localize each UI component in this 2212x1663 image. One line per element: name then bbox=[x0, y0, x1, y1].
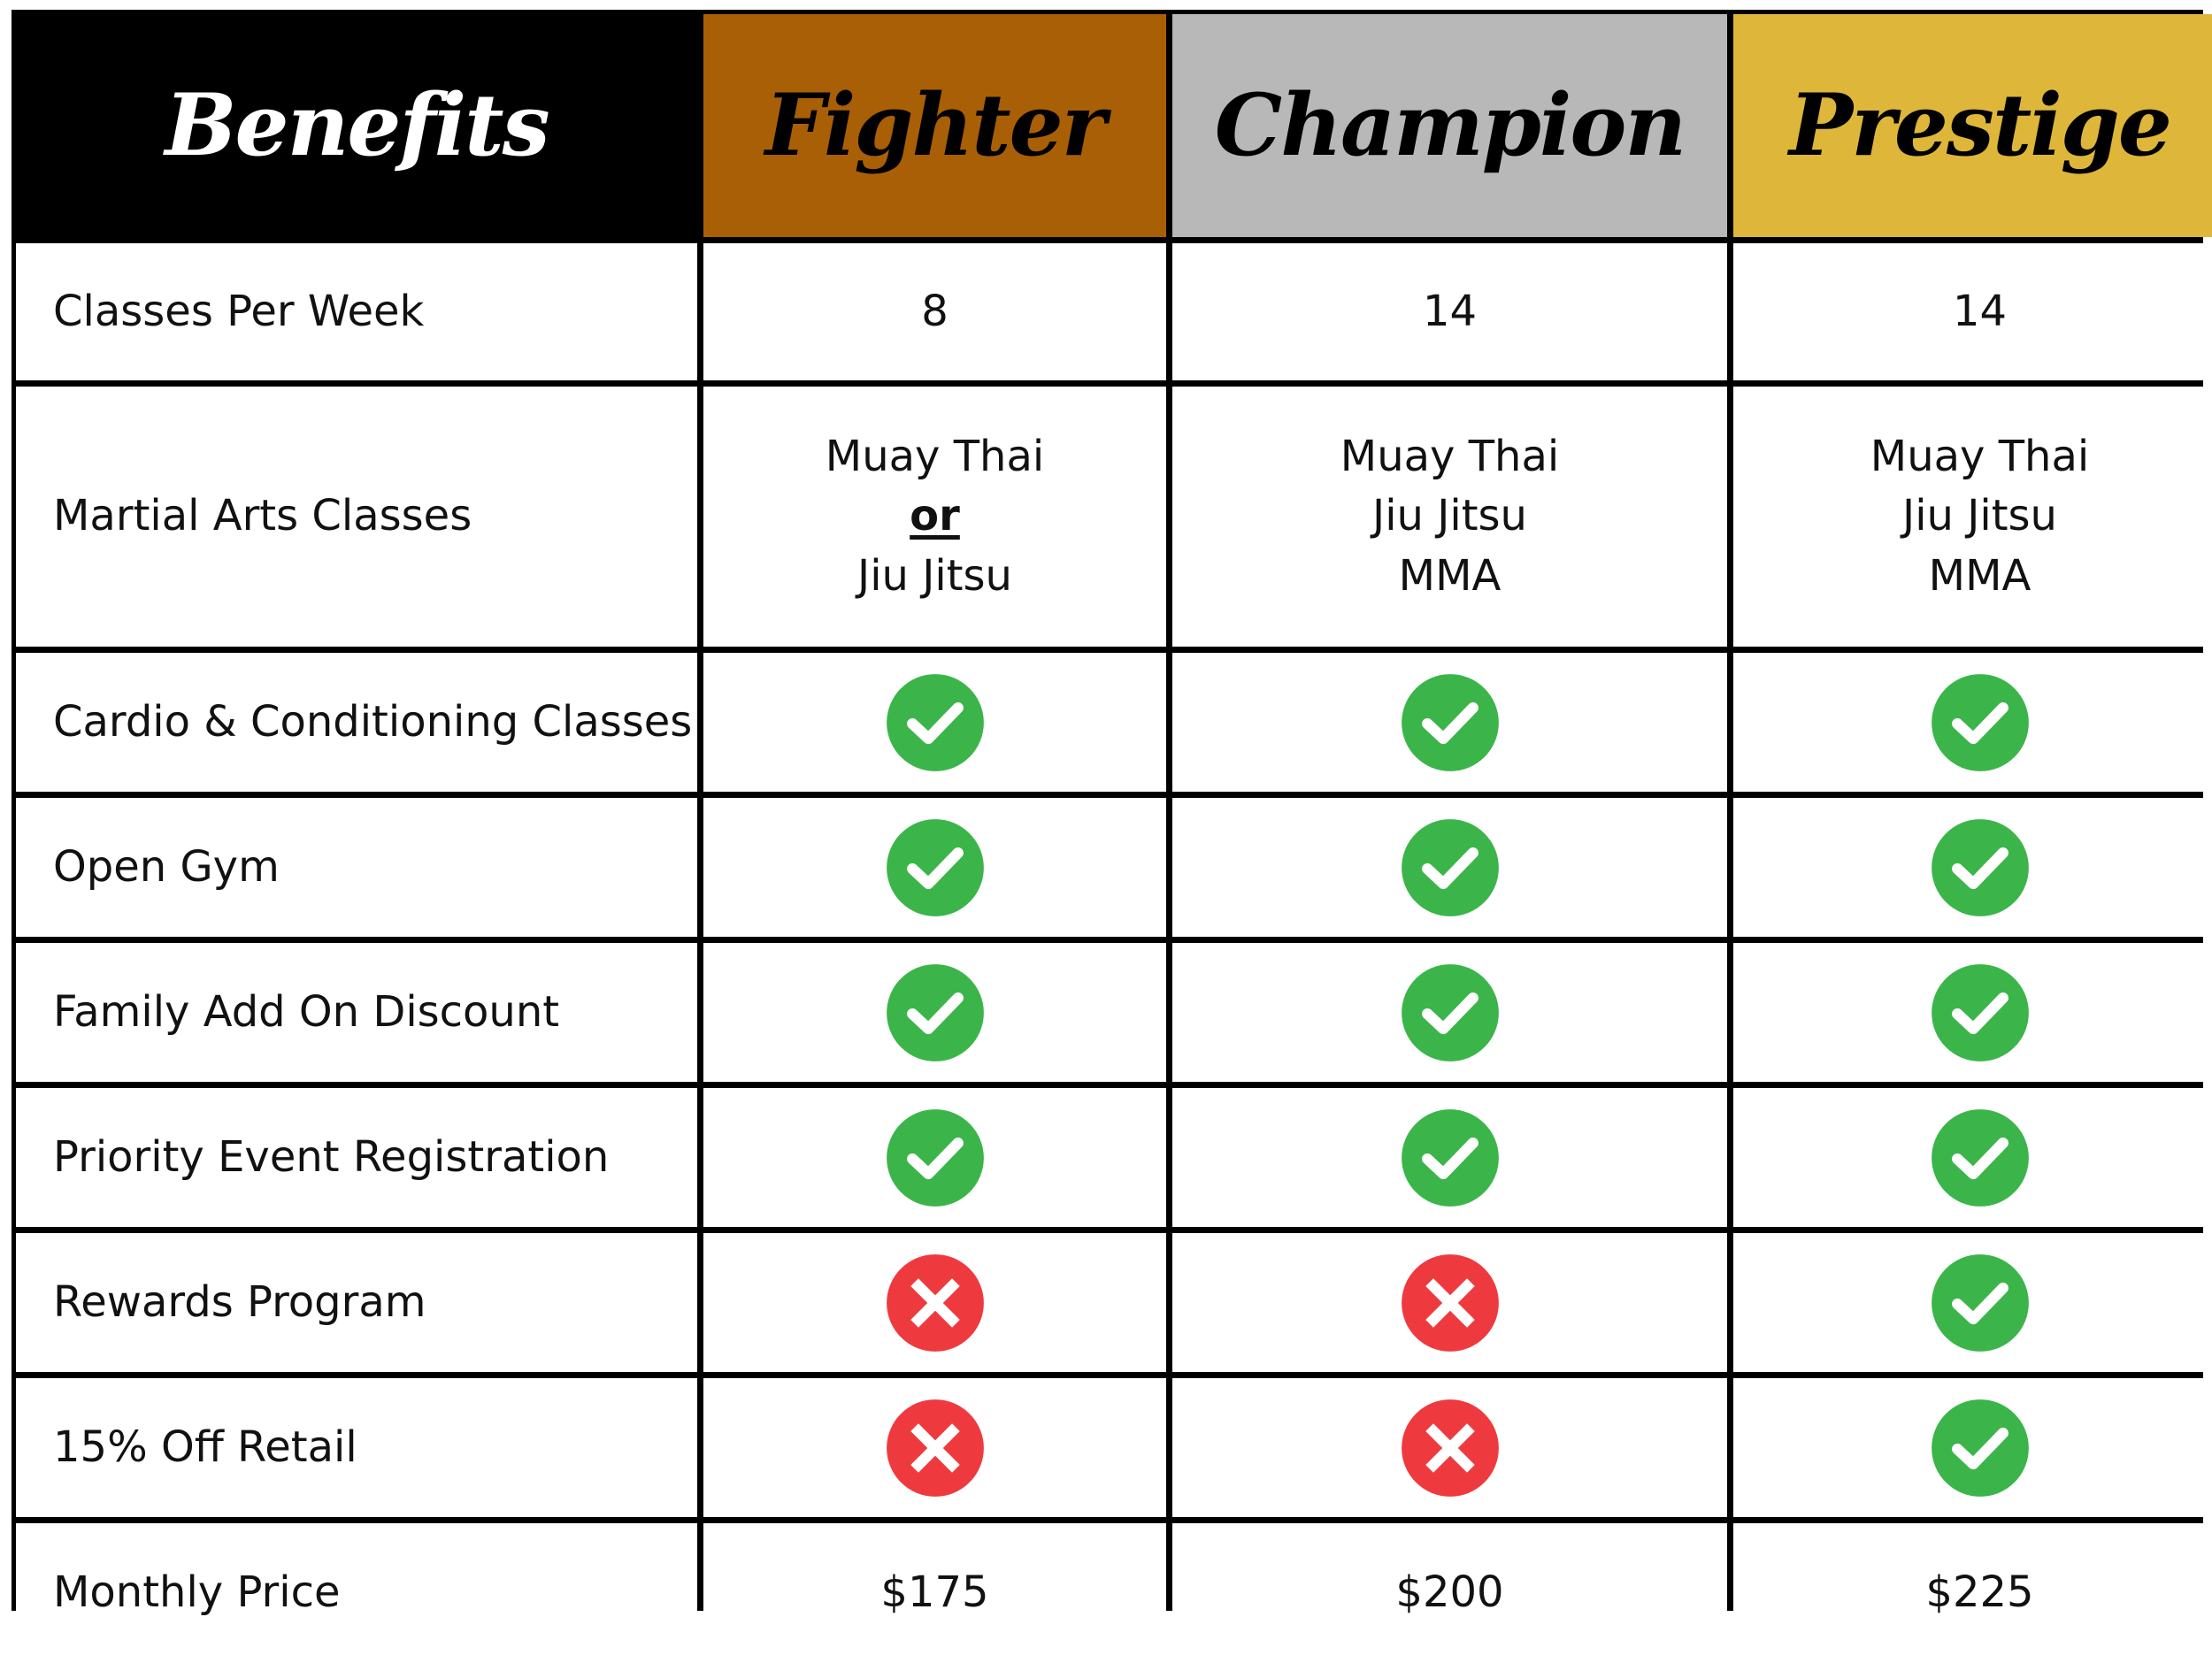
check-icon bbox=[1401, 818, 1499, 916]
martial-arts-champion-line3: MMA bbox=[1398, 550, 1502, 601]
family-discount-fighter bbox=[703, 943, 1166, 1082]
martial-arts-fighter-line1: Muay Thai bbox=[825, 432, 1045, 482]
cross-icon bbox=[1401, 1399, 1499, 1497]
price-prestige: $225 bbox=[1733, 1523, 2212, 1663]
row-label-cardio-conditioning: Cardio & Conditioning Classes bbox=[16, 653, 697, 792]
price-fighter: $175 bbox=[703, 1523, 1166, 1663]
priority-event-fighter bbox=[703, 1088, 1166, 1227]
rewards-fighter bbox=[703, 1233, 1166, 1372]
martial-arts-champion-line2: Jiu Jitsu bbox=[1372, 491, 1527, 541]
family-discount-prestige bbox=[1733, 943, 2212, 1082]
rewards-prestige bbox=[1733, 1233, 2212, 1372]
classes-per-week-fighter: 8 bbox=[703, 243, 1166, 380]
row-label-martial-arts-classes: Martial Arts Classes bbox=[16, 387, 697, 647]
row-label-open-gym: Open Gym bbox=[16, 798, 697, 937]
check-icon bbox=[1931, 1108, 2029, 1207]
row-label-family-add-on-discount: Family Add On Discount bbox=[16, 943, 697, 1082]
martial-arts-prestige-line3: MMA bbox=[1928, 550, 2032, 601]
classes-per-week-champion: 14 bbox=[1172, 243, 1727, 380]
check-icon bbox=[886, 673, 984, 771]
row-label-off-retail: 15% Off Retail bbox=[16, 1378, 697, 1517]
retail-prestige bbox=[1733, 1378, 2212, 1517]
martial-arts-fighter-line2: Jiu Jitsu bbox=[857, 550, 1012, 601]
martial-arts-prestige-line1: Muay Thai bbox=[1870, 432, 2090, 482]
martial-arts-fighter: Muay Thai or Jiu Jitsu bbox=[703, 387, 1166, 647]
header-tier-prestige: Prestige bbox=[1733, 14, 2212, 237]
open-gym-champion bbox=[1172, 798, 1727, 937]
cross-icon bbox=[886, 1399, 984, 1497]
check-icon bbox=[1401, 963, 1499, 1061]
rewards-champion bbox=[1172, 1233, 1727, 1372]
cross-icon bbox=[886, 1253, 984, 1352]
header-tier-champion: Champion bbox=[1172, 14, 1727, 237]
check-icon bbox=[1931, 963, 2029, 1061]
cardio-champion bbox=[1172, 653, 1727, 792]
cardio-fighter bbox=[703, 653, 1166, 792]
check-icon bbox=[886, 963, 984, 1061]
priority-event-prestige bbox=[1733, 1088, 2212, 1227]
check-icon bbox=[1401, 673, 1499, 771]
priority-event-champion bbox=[1172, 1088, 1727, 1227]
martial-arts-prestige: Muay Thai Jiu Jitsu MMA bbox=[1733, 387, 2212, 647]
family-discount-champion bbox=[1172, 943, 1727, 1082]
cross-icon bbox=[1401, 1253, 1499, 1352]
open-gym-fighter bbox=[703, 798, 1166, 937]
martial-arts-fighter-connector: or bbox=[910, 491, 960, 541]
martial-arts-champion-line1: Muay Thai bbox=[1340, 432, 1560, 482]
row-label-classes-per-week: Classes Per Week bbox=[16, 243, 697, 380]
row-label-priority-event-registration: Priority Event Registration bbox=[16, 1088, 697, 1227]
check-icon bbox=[1931, 818, 2029, 916]
membership-comparison-table: Benefits Fighter Champion Prestige Class… bbox=[12, 10, 2212, 1663]
header-benefits: Benefits bbox=[16, 14, 697, 237]
retail-fighter bbox=[703, 1378, 1166, 1517]
check-icon bbox=[886, 1108, 984, 1207]
price-champion: $200 bbox=[1172, 1523, 1727, 1663]
check-icon bbox=[1931, 1253, 2029, 1352]
row-label-rewards-program: Rewards Program bbox=[16, 1233, 697, 1372]
martial-arts-prestige-line2: Jiu Jitsu bbox=[1902, 491, 2057, 541]
header-tier-fighter: Fighter bbox=[703, 14, 1166, 237]
check-icon bbox=[1931, 1399, 2029, 1497]
cardio-prestige bbox=[1733, 653, 2212, 792]
check-icon bbox=[1931, 673, 2029, 771]
open-gym-prestige bbox=[1733, 798, 2212, 937]
row-label-monthly-price: Monthly Price bbox=[16, 1523, 697, 1663]
martial-arts-champion: Muay Thai Jiu Jitsu MMA bbox=[1172, 387, 1727, 647]
check-icon bbox=[1401, 1108, 1499, 1207]
check-icon bbox=[886, 818, 984, 916]
classes-per-week-prestige: 14 bbox=[1733, 243, 2212, 380]
retail-champion bbox=[1172, 1378, 1727, 1517]
